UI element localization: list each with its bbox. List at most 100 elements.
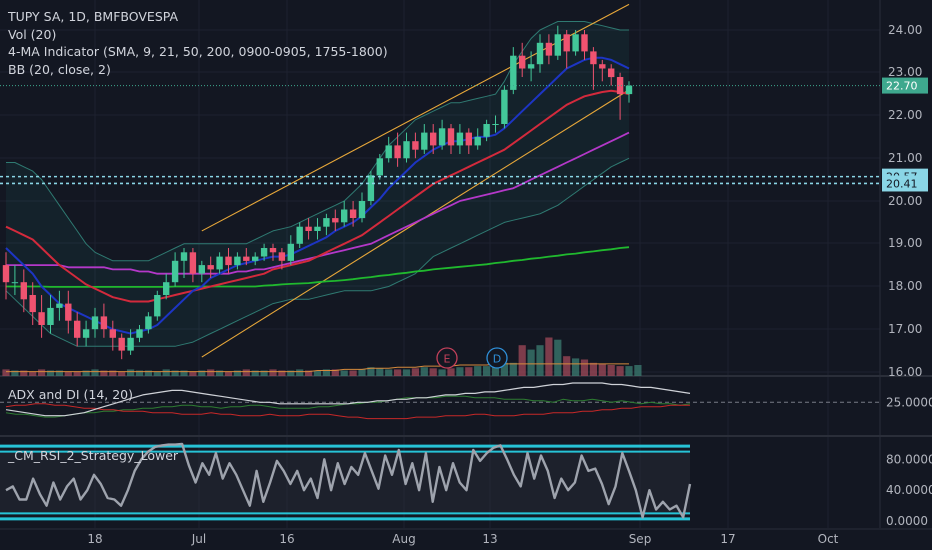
volume-bar [305,370,313,376]
candle-body [198,265,205,274]
candle-body [447,128,455,146]
di-minus-line [5,403,690,420]
volume-bar [483,366,491,376]
candle-body [563,34,570,52]
channel-lower-line [201,89,630,358]
candle-body [519,55,526,69]
volume-bar [73,371,81,376]
price-axis-label: 16.00 [888,365,922,379]
volume-bar [2,369,10,376]
candle-body [616,77,624,95]
candle-body [554,34,561,56]
volume-bar [402,369,411,376]
time-axis-label: Sep [629,532,652,546]
volume-bar [331,369,339,376]
sma21-line [5,89,630,303]
volume-bar [118,371,126,376]
time-axis-label: Oct [818,532,839,546]
candle-body [581,34,588,52]
volume-bar [465,367,473,376]
volume-bar [491,363,500,376]
volume-bar [563,356,571,376]
volume-bar [429,368,437,376]
candle-body [332,218,339,223]
volume-bar [349,370,357,376]
candle-body [252,256,259,261]
candle-body [349,209,357,218]
volume-bar [46,370,55,376]
volume-bar [394,369,402,376]
price-axis-label: 17.00 [888,322,922,336]
volume-bar [144,370,152,376]
time-axis-label: Aug [392,532,415,546]
sma9-line [5,56,630,335]
candle-body [376,158,383,176]
event-marker [436,347,458,369]
price-axis-label: 19.00 [888,236,922,250]
bollinger-band-area [6,21,629,347]
volume-bar [527,349,535,376]
candle-body [385,145,392,159]
candle-body [430,132,437,146]
volume-bar [358,369,366,376]
candle-body [625,85,633,95]
volume-bar [385,369,393,376]
chart-header: TUPY SA, 1D, BMFBOVESPA Vol (20) 4-MA In… [7,9,388,77]
volume-bar [589,362,597,376]
rsi-pane: 80.0000 40.0000 0.0000 [0,442,932,528]
indicator-bb-label[interactable]: BB (20, close, 2) [8,62,111,77]
candle-body [47,307,54,325]
candle-body [358,201,366,219]
adx-title[interactable]: ADX and DI (14, 20) [8,387,133,402]
volume-bar [296,369,304,376]
candle-body [527,64,535,69]
time-axis-label: 13 [482,532,497,546]
moving-averages [5,56,630,335]
chart-title: TUPY SA, 1D, BMFBOVESPA [7,9,178,24]
volume-ma-line [6,363,629,373]
volume-bar [598,363,606,376]
volume-bar [100,370,108,376]
candle-body [38,312,45,325]
indicator-volume-label[interactable]: Vol (20) [8,27,56,42]
candle-body [163,282,170,295]
volume-bar [474,366,482,376]
candle-body [296,226,303,244]
adx-axis-label: 25.0000 [886,395,932,409]
indicator-ma-label[interactable]: 4-MA Indicator (SMA, 9, 21, 50, 200, 090… [8,44,388,59]
rsi-axis-label: 0.0000 [886,514,928,528]
price-axis-label: 18.00 [888,279,922,293]
time-axis-label: 17 [720,532,735,546]
volume-bar [198,370,206,376]
candle-body [314,226,321,231]
candle-body [403,141,410,159]
volume-bar [20,370,28,376]
axes: 24.00 23.00 22.00 21.00 20.00 19.00 18.00 17.00… [0,23,932,546]
adx-pane: 25.0000 [0,382,932,420]
time-axis-label: 18 [87,532,102,546]
event-marker [486,347,508,369]
volume-bar [153,371,161,376]
candle-body [234,256,241,266]
candle-body [465,132,472,146]
price-axis-label: 20.00 [888,194,922,208]
candle-body [438,128,446,146]
candle-body [91,316,99,330]
candlesticks [2,25,633,360]
candle-body [65,303,72,321]
candle-body [216,256,223,270]
volume-bar [340,370,348,376]
rsi-line [5,442,692,519]
volume-bar [580,359,589,376]
candle-body [56,303,63,308]
rsi-title[interactable]: _CM_RSI_2_Strategy_Lower [7,448,179,463]
candle-body [145,316,152,330]
candle-body [109,329,116,338]
event-marker-label: E [444,353,451,366]
volume-bar [171,370,179,376]
volume-bar [500,362,508,376]
price-axis-label: 23.00 [888,65,922,79]
